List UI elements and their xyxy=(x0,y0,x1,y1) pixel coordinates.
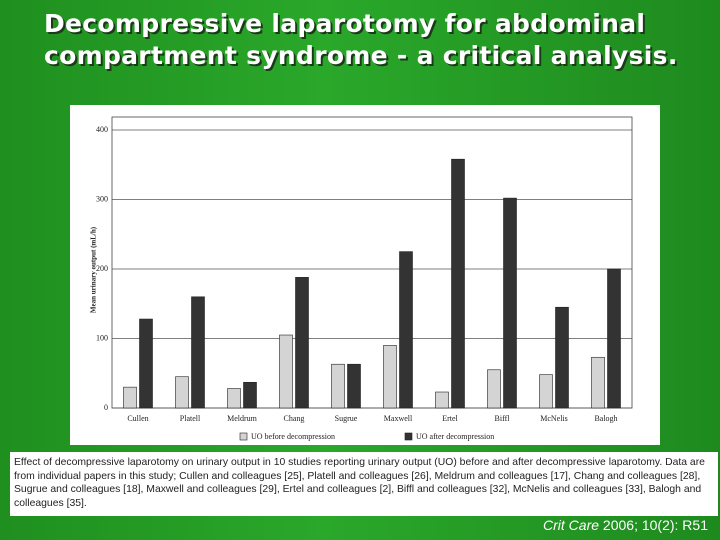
x-tick-label: Maxwell xyxy=(384,414,413,423)
citation-details: 2006; 10(2): R51 xyxy=(602,517,708,533)
y-tick-label: 400 xyxy=(96,125,108,134)
legend-swatch xyxy=(239,432,248,441)
x-tick-label: Meldrum xyxy=(227,414,258,423)
bar xyxy=(399,251,413,409)
legend-label: UO after decompression xyxy=(416,432,494,441)
legend-swatch xyxy=(404,432,413,441)
bar xyxy=(175,376,189,409)
y-tick-label: 100 xyxy=(96,333,108,342)
legend-label: UO before decompression xyxy=(251,432,335,441)
bar xyxy=(383,345,397,409)
bar xyxy=(435,391,449,409)
bar xyxy=(503,197,517,409)
x-tick-label: Ertel xyxy=(442,414,458,423)
x-tick-label: Chang xyxy=(284,414,305,423)
bar xyxy=(555,306,569,409)
y-tick-label: 200 xyxy=(96,264,108,273)
bar xyxy=(279,334,293,409)
slide-title: Decompressive laparotomy for abdominal c… xyxy=(44,9,678,70)
x-tick-label: McNelis xyxy=(540,414,568,423)
bar xyxy=(191,296,205,409)
bar xyxy=(347,363,361,409)
x-tick-label: Platell xyxy=(180,414,201,423)
y-tick-label: 300 xyxy=(96,194,108,203)
bar xyxy=(487,369,501,409)
x-tick-label: Balogh xyxy=(594,414,617,423)
citation: Crit Care 2006; 10(2): R51 xyxy=(543,517,708,533)
bar xyxy=(123,386,137,409)
y-axis-label: Mean urinary output (mL/h) xyxy=(90,226,98,313)
citation-journal: Crit Care xyxy=(543,517,600,533)
bar xyxy=(539,374,553,409)
bar xyxy=(139,318,153,409)
bar xyxy=(227,388,241,409)
bar xyxy=(295,277,309,409)
bar xyxy=(243,381,257,409)
caption: Effect of decompressive laparotomy on ur… xyxy=(10,452,718,516)
x-tick-label: Cullen xyxy=(127,414,148,423)
x-tick-label: Sugrue xyxy=(335,414,358,423)
bar xyxy=(451,158,465,409)
bar xyxy=(331,363,345,409)
chart-background xyxy=(70,105,660,445)
bar xyxy=(591,356,605,409)
x-tick-label: Biffl xyxy=(495,414,511,423)
y-tick-label: 0 xyxy=(104,403,108,412)
bar xyxy=(607,268,621,409)
